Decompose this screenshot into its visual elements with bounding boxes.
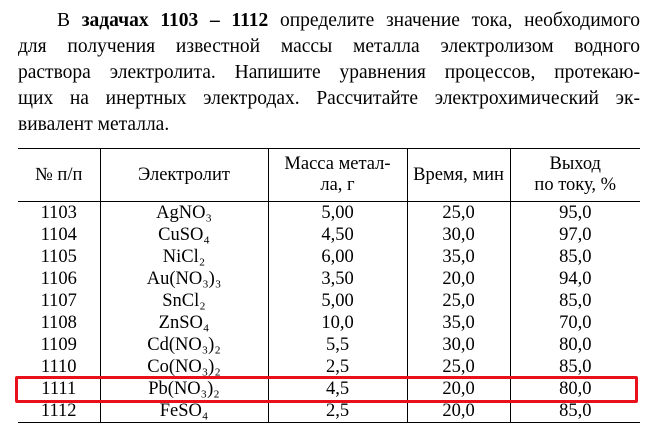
- table-cell: NiCl₂: [99, 246, 268, 268]
- table-row: 1110 Co(NO₃)₂ 2,5 25,0 85,0: [18, 356, 640, 378]
- table-cell: 6,00: [267, 246, 407, 268]
- table-cell: Co(NO₃)₂: [99, 356, 268, 378]
- table-cell: 5,00: [267, 201, 407, 224]
- table-cell: 95,0: [509, 201, 640, 224]
- table-cell: Cd(NO₃)₂: [99, 334, 268, 356]
- table-cell: 25,0: [406, 201, 510, 224]
- table-cell: 85,0: [509, 356, 640, 378]
- table-cell: 20,0: [406, 400, 510, 423]
- table-cell: 80,0: [509, 378, 640, 400]
- table-cell: 35,0: [406, 312, 510, 334]
- table-cell: 5,00: [267, 290, 407, 312]
- text: В: [57, 10, 82, 31]
- table-cell: 1108: [40, 313, 77, 333]
- table-cell: 30,0: [406, 334, 510, 356]
- table-row: 1106 Au(NO₃)₃ 3,50 20,0 94,0: [18, 268, 640, 290]
- text-line: вивалент металла.: [18, 114, 170, 135]
- header-cell: Масса метал- ла, г: [267, 148, 407, 202]
- bold-text: задачах 1103 – 1112: [81, 10, 269, 31]
- table-cell: 70,0: [509, 312, 640, 334]
- text-line: раствора электролита. Напишите уравнения…: [18, 62, 640, 83]
- header-row: № п/п Электролит Масса метал- ла, г Время, …: [18, 148, 640, 202]
- table-row: 1112 FeSO₄ 2,5 20,0 85,0: [18, 400, 640, 423]
- row-highlight: [15, 376, 638, 403]
- table-cell: Au(NO₃)₃: [99, 268, 268, 290]
- header-cell: Время, мин: [406, 148, 510, 202]
- header-cell: № п/п: [18, 148, 100, 202]
- text-line: для получения известной массы металла эл…: [18, 36, 640, 57]
- table-cell: 1106: [40, 269, 77, 289]
- table-cell: FeSO₄: [99, 400, 268, 423]
- table-cell: 85,0: [509, 290, 640, 312]
- table-cell: 4,5: [267, 378, 407, 400]
- table-cell: Pb(NO₃)₂: [99, 378, 268, 400]
- table-cell: 94,0: [509, 268, 640, 290]
- table-row: 1103 AgNO₃ 5,00 25,0 95,0: [18, 201, 640, 224]
- table-row: 1105 NiCl₂ 6,00 35,0 85,0: [18, 246, 640, 268]
- table-cell: ZnSO₄: [99, 312, 268, 334]
- table-cell: 1105: [40, 247, 77, 267]
- table-cell: 30,0: [406, 224, 510, 246]
- text-line: В задачах 1103 – 1112 определите значени…: [18, 8, 640, 34]
- table-cell: 4,50: [267, 224, 407, 246]
- text-line: щих на инертных электродах. Рассчитайте …: [18, 88, 640, 109]
- text: определите значение тока, необходимого: [268, 10, 640, 31]
- table-cell: 1109: [40, 335, 77, 355]
- header-cell: Выход по току, %: [509, 148, 640, 202]
- table-cell: 1107: [40, 291, 77, 311]
- table-cell: 1112: [18, 400, 100, 423]
- table-cell: 85,0: [509, 246, 640, 268]
- table-cell: 10,0: [267, 312, 407, 334]
- table-cell: 25,0: [406, 290, 510, 312]
- table-row: 1109 Cd(NO₃)₂ 5,5 30,0 80,0: [18, 334, 640, 356]
- table-cell: 35,0: [406, 246, 510, 268]
- problem-text: В задачах 1103 – 1112 определите значени…: [18, 8, 640, 138]
- table-cell: 3,50: [267, 268, 407, 290]
- table-cell: 80,0: [509, 334, 640, 356]
- table-cell: 97,0: [509, 224, 640, 246]
- table-cell: CuSO₄: [99, 224, 268, 246]
- table-cell: 25,0: [406, 356, 510, 378]
- table-cell: 5,5: [267, 334, 407, 356]
- table-row: 1108 ZnSO₄ 10,0 35,0 70,0: [18, 312, 640, 334]
- table-row: 1111 Pb(NO₃)₂ 4,5 20,0 80,0: [18, 378, 640, 400]
- table-body: 1103 AgNO₃ 5,00 25,0 95,0 1104 CuSO₄ 4,50 30,0 97…: [18, 201, 640, 423]
- data-table: № п/п Электролит Масса метал- ла, г Время, …: [18, 148, 640, 423]
- table-cell: 1110: [40, 357, 77, 377]
- table-cell: AgNO₃: [99, 201, 268, 224]
- table-cell: 85,0: [509, 400, 640, 423]
- table-cell: SnCl₂: [99, 290, 268, 312]
- header-cell: Электролит: [99, 148, 268, 202]
- table-row: 1107 SnCl₂ 5,00 25,0 85,0: [18, 290, 640, 312]
- table-row: 1104 CuSO₄ 4,50 30,0 97,0: [18, 224, 640, 246]
- table-cell: 20,0: [406, 268, 510, 290]
- table-cell: 1104: [40, 225, 77, 245]
- table-cell: 1103: [40, 203, 77, 223]
- table-cell: 20,0: [406, 378, 510, 400]
- table-cell: 2,5: [267, 400, 407, 423]
- table-cell: 2,5: [267, 356, 407, 378]
- table-cell: 1111: [41, 379, 77, 399]
